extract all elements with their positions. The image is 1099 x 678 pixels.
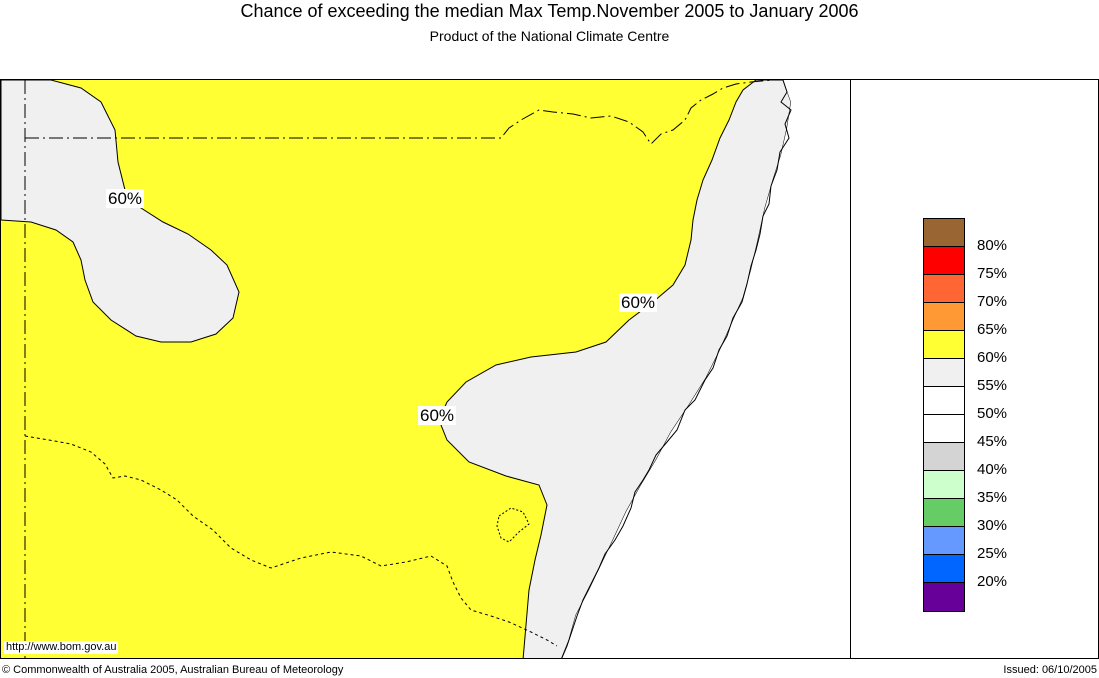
- legend-label: 80%: [977, 237, 1008, 254]
- legend-swatch: [924, 247, 964, 275]
- issued-date: Issued: 06/10/2005: [1003, 664, 1097, 676]
- copyright-text: © Commonwealth of Australia 2005, Austra…: [2, 664, 344, 676]
- legend-label: 25%: [977, 545, 1008, 562]
- legend-panel: 80% 75% 70% 65% 60% 55% 50% 45% 40% 35% 30% 25% 20%: [850, 79, 1099, 659]
- legend-swatch: [924, 359, 964, 387]
- legend-swatch: [924, 415, 964, 443]
- legend-swatch: [924, 583, 964, 611]
- legend-label: 20%: [977, 573, 1008, 590]
- legend-swatch: [924, 219, 964, 247]
- legend-swatch: [924, 275, 964, 303]
- sea-region: [561, 80, 850, 658]
- region-55-60-northwest: [1, 80, 240, 343]
- legend-swatch: [924, 303, 964, 331]
- bom-url-link[interactable]: http://www.bom.gov.au: [4, 641, 119, 654]
- map-panel: [0, 79, 851, 659]
- legend-label: 35%: [977, 489, 1008, 506]
- legend-label: 45%: [977, 433, 1008, 450]
- legend-label: 30%: [977, 517, 1008, 534]
- legend-label: 60%: [977, 349, 1008, 366]
- legend-label: 70%: [977, 293, 1008, 310]
- map-subtitle: Product of the National Climate Centre: [429, 28, 670, 44]
- legend-swatch: [924, 555, 964, 583]
- legend-swatch: [924, 471, 964, 499]
- region-above-60: [1, 80, 756, 658]
- lake-outline: [496, 507, 530, 543]
- contour-label-northwest: 60%: [106, 189, 145, 208]
- legend-swatch: [924, 527, 964, 555]
- legend-swatch: [924, 443, 964, 471]
- legend-swatch: [924, 499, 964, 527]
- legend-color-scale: [923, 218, 965, 612]
- state-border-north: [25, 80, 774, 145]
- map-canvas: [1, 80, 850, 658]
- legend-swatch: [924, 387, 964, 415]
- contour-label-central: 60%: [418, 406, 457, 425]
- state-border-south: [24, 435, 558, 647]
- legend-label: 55%: [977, 377, 1008, 394]
- coastline: [561, 80, 792, 658]
- legend-label: 50%: [977, 405, 1008, 422]
- legend-swatch: [924, 331, 964, 359]
- legend-label: 65%: [977, 321, 1008, 338]
- contour-label-east: 60%: [619, 293, 658, 312]
- legend-label: 40%: [977, 461, 1008, 478]
- legend-label: 75%: [977, 265, 1008, 282]
- map-title: Chance of exceeding the median Max Temp.…: [240, 1, 859, 21]
